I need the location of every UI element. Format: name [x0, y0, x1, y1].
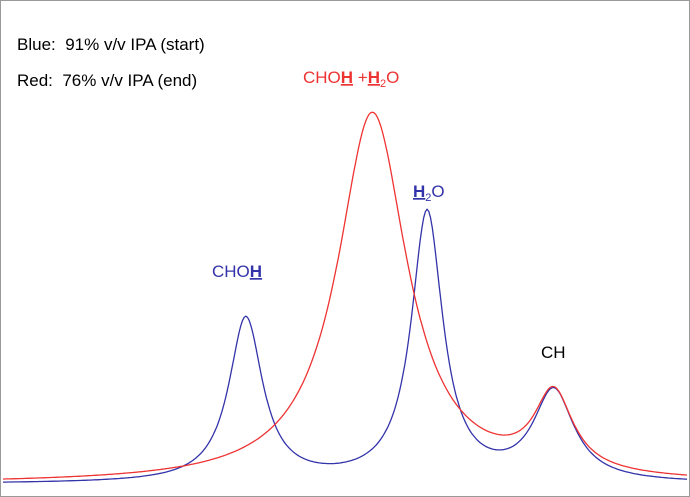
red-spectrum-line: [3, 111, 688, 480]
annotation-ch: CH: [541, 343, 566, 362]
annotation-h2o: H2O: [413, 182, 445, 204]
legend-blue: Blue: 91% v/v IPA (start): [17, 35, 205, 54]
annotation-choh: CHOH: [212, 262, 262, 281]
annotation-choh-h2o: CHOH +H2O: [303, 68, 399, 90]
series-layer: [3, 111, 688, 483]
legend-red: Red: 76% v/v IPA (end): [17, 71, 198, 90]
